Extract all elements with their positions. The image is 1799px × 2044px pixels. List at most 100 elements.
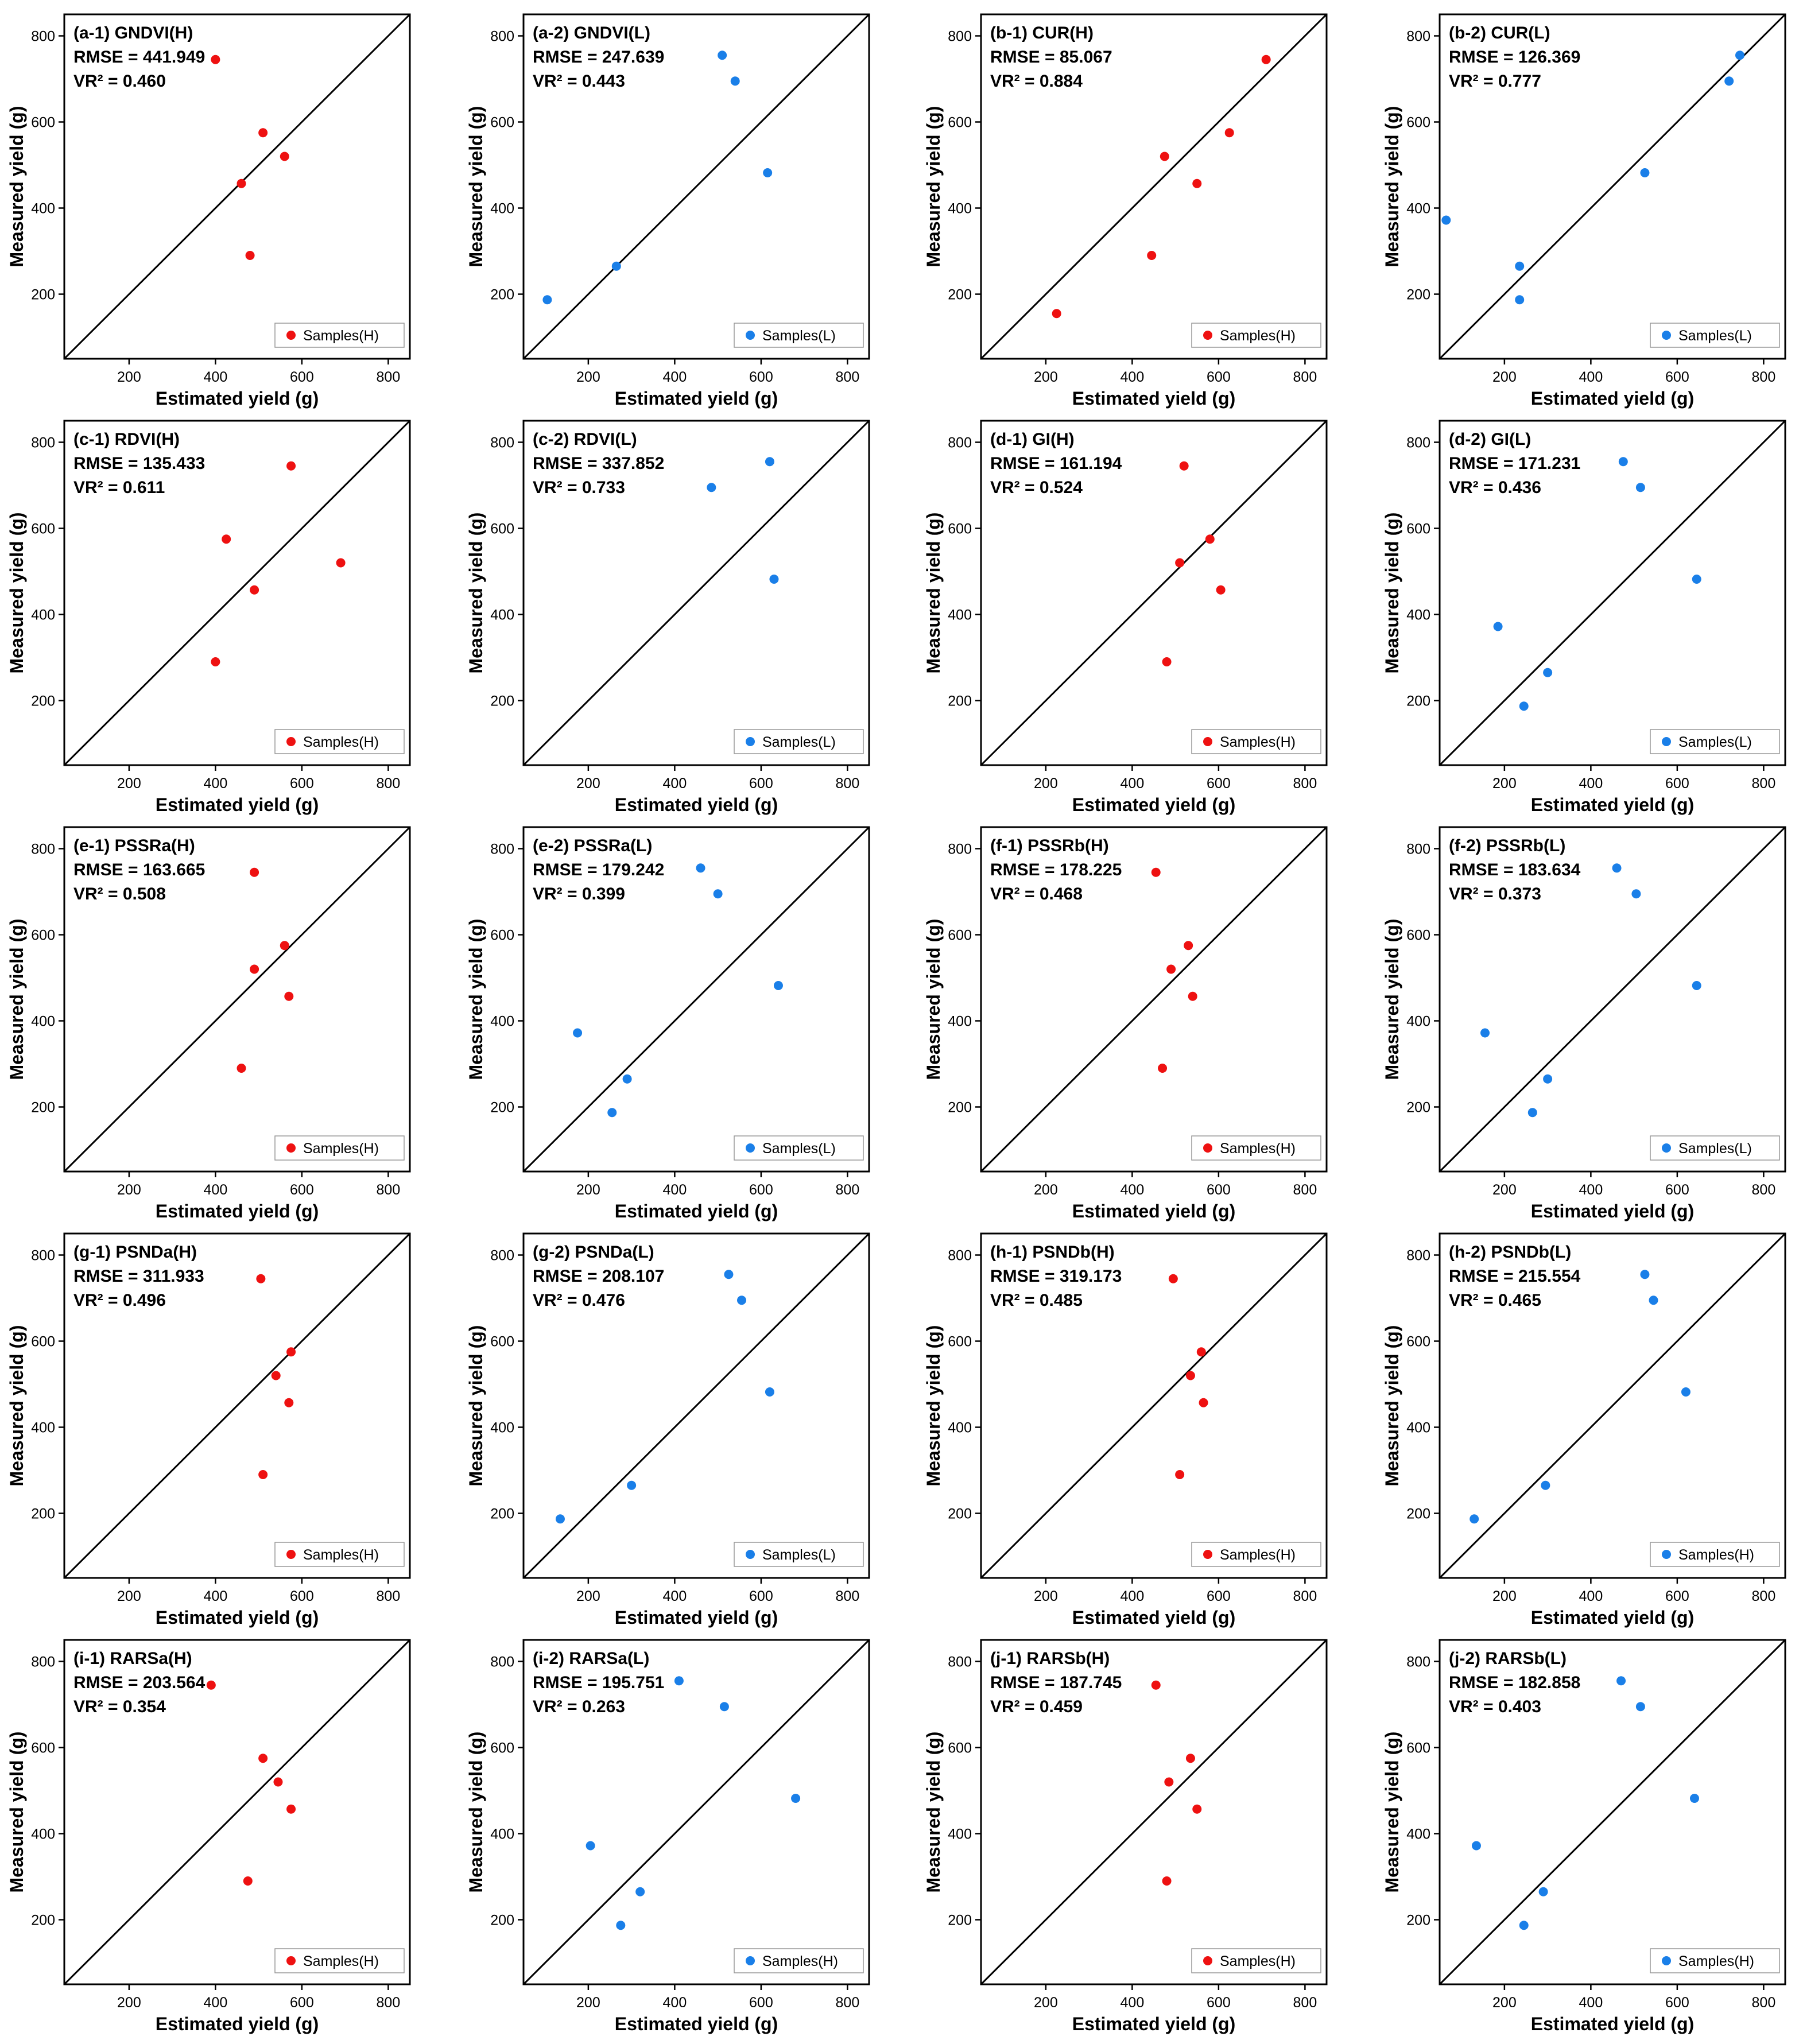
x-tick-label: 800 (1293, 1182, 1317, 1198)
x-tick-label: 400 (1579, 369, 1603, 385)
legend-box (1191, 1542, 1321, 1567)
x-tick-label: 600 (1207, 1588, 1231, 1604)
y-tick-label: 400 (31, 1826, 55, 1843)
data-point (719, 1702, 729, 1712)
legend-label: Samples(H) (303, 1547, 379, 1563)
legend-label: Samples(L) (1678, 734, 1752, 750)
scatter-panel: 200 200 400 400 600 600 800 800 Estimated yield … (6, 1639, 411, 2034)
x-tick-label: 800 (1293, 1995, 1317, 2011)
rmse-text: RMSE = 179.242 (533, 860, 664, 879)
data-point (336, 558, 346, 568)
y-axis-title: Measured yield (g) (466, 1325, 486, 1487)
x-tick-label: 200 (117, 369, 141, 385)
legend-marker (746, 1956, 755, 1965)
y-axis-title: Measured yield (g) (923, 1732, 944, 1893)
y-tick-label: 600 (490, 928, 514, 944)
y-tick-label: 200 (31, 287, 55, 303)
legend-label: Samples(L) (762, 328, 836, 344)
vr2-text: VR² = 0.611 (73, 478, 165, 497)
y-tick-label: 600 (31, 1334, 55, 1350)
data-point (769, 575, 779, 584)
legend-marker (1662, 1143, 1671, 1153)
legend-label: Samples(L) (1678, 1141, 1752, 1157)
y-tick-label: 600 (31, 521, 55, 537)
x-tick-label: 600 (290, 1588, 314, 1604)
legend-box (734, 1135, 864, 1161)
one-to-one-line (522, 826, 870, 1173)
data-point (1164, 1777, 1174, 1787)
legend-marker (1203, 1143, 1212, 1153)
x-tick-label: 200 (1034, 369, 1058, 385)
data-point (1175, 558, 1185, 568)
one-to-one-line (522, 1639, 870, 1985)
legend: Samples(L) (734, 729, 864, 754)
legend: Samples(H) (1650, 1948, 1780, 1973)
data-point (1612, 863, 1622, 873)
data-point (250, 867, 259, 877)
y-tick-label: 800 (1406, 29, 1430, 45)
vr2-text: VR² = 0.354 (73, 1697, 166, 1716)
x-tick-label: 800 (377, 775, 401, 792)
data-point (1192, 1804, 1202, 1814)
y-tick-label: 800 (948, 1654, 972, 1670)
y-tick-label: 600 (948, 928, 972, 944)
vr2-text: VR² = 0.399 (533, 885, 625, 903)
data-point (730, 76, 740, 86)
y-tick-label: 200 (1406, 287, 1430, 303)
scatter-panel: 200 200 400 400 600 600 800 800 Estimated yield … (466, 826, 870, 1221)
x-tick-label: 400 (1121, 1995, 1145, 2011)
x-tick-label: 200 (1492, 369, 1517, 385)
plot-frame (1439, 826, 1786, 1173)
panel-title: (h-2) PSNDb(L) (1449, 1243, 1571, 1262)
y-tick-label: 400 (1406, 607, 1430, 623)
data-point (1261, 55, 1271, 64)
x-axis-title: Estimated yield (g) (156, 388, 319, 409)
y-tick-label: 200 (948, 1506, 972, 1522)
legend: Samples(H) (274, 729, 405, 754)
x-axis-title: Estimated yield (g) (615, 2014, 778, 2034)
scatter-panel: 200 200 400 400 600 600 800 800 Estimated yield … (466, 1639, 870, 2034)
legend-marker (286, 1143, 296, 1153)
data-point (1689, 1794, 1699, 1803)
y-tick-label: 600 (490, 521, 514, 537)
x-axis-title: Estimated yield (g) (1531, 388, 1695, 409)
legend-label: Samples(H) (1678, 1953, 1754, 1969)
legend: Samples(L) (734, 323, 864, 348)
x-tick-label: 600 (1665, 775, 1689, 792)
y-axis-title: Measured yield (g) (1382, 1325, 1402, 1487)
rmse-text: RMSE = 183.634 (1449, 860, 1581, 879)
data-point (724, 1270, 734, 1279)
y-axis-title: Measured yield (g) (466, 919, 486, 1080)
legend: Samples(H) (734, 1948, 864, 1973)
y-tick-label: 400 (948, 1014, 972, 1030)
legend-box (1650, 1542, 1780, 1567)
rmse-text: RMSE = 247.639 (533, 48, 664, 67)
legend-box (1191, 1948, 1321, 1973)
scatter-panel: 200 200 400 400 600 600 800 800 Estimated yield … (1382, 13, 1786, 409)
y-axis-title: Measured yield (g) (1382, 1732, 1402, 1893)
x-tick-label: 800 (836, 775, 860, 792)
legend-label: Samples(H) (1220, 734, 1296, 750)
vr2-text: VR² = 0.373 (1449, 885, 1541, 903)
legend-marker (746, 1550, 755, 1559)
legend-marker (286, 737, 296, 746)
scatter-panel: 200 200 400 400 600 600 800 800 Estimated yield … (1382, 1639, 1786, 2034)
data-point (1618, 457, 1628, 467)
one-to-one-line (63, 420, 411, 766)
data-point (765, 1387, 774, 1397)
legend-label: Samples(L) (1678, 328, 1752, 344)
x-tick-label: 400 (1579, 775, 1603, 792)
x-tick-label: 400 (1579, 1995, 1603, 2011)
panel-title: (i-1) RARSa(H) (73, 1649, 192, 1668)
y-tick-label: 400 (948, 1826, 972, 1843)
x-axis-title: Estimated yield (g) (1072, 388, 1236, 409)
y-tick-label: 400 (490, 1420, 514, 1436)
y-tick-label: 600 (490, 1740, 514, 1756)
plot-frame (63, 13, 411, 360)
x-tick-label: 200 (1492, 1588, 1517, 1604)
one-to-one-line (980, 1232, 1328, 1579)
x-tick-label: 200 (1034, 1182, 1058, 1198)
data-point (635, 1887, 645, 1896)
one-to-one-line (63, 1639, 411, 1985)
data-point (1538, 1887, 1548, 1896)
